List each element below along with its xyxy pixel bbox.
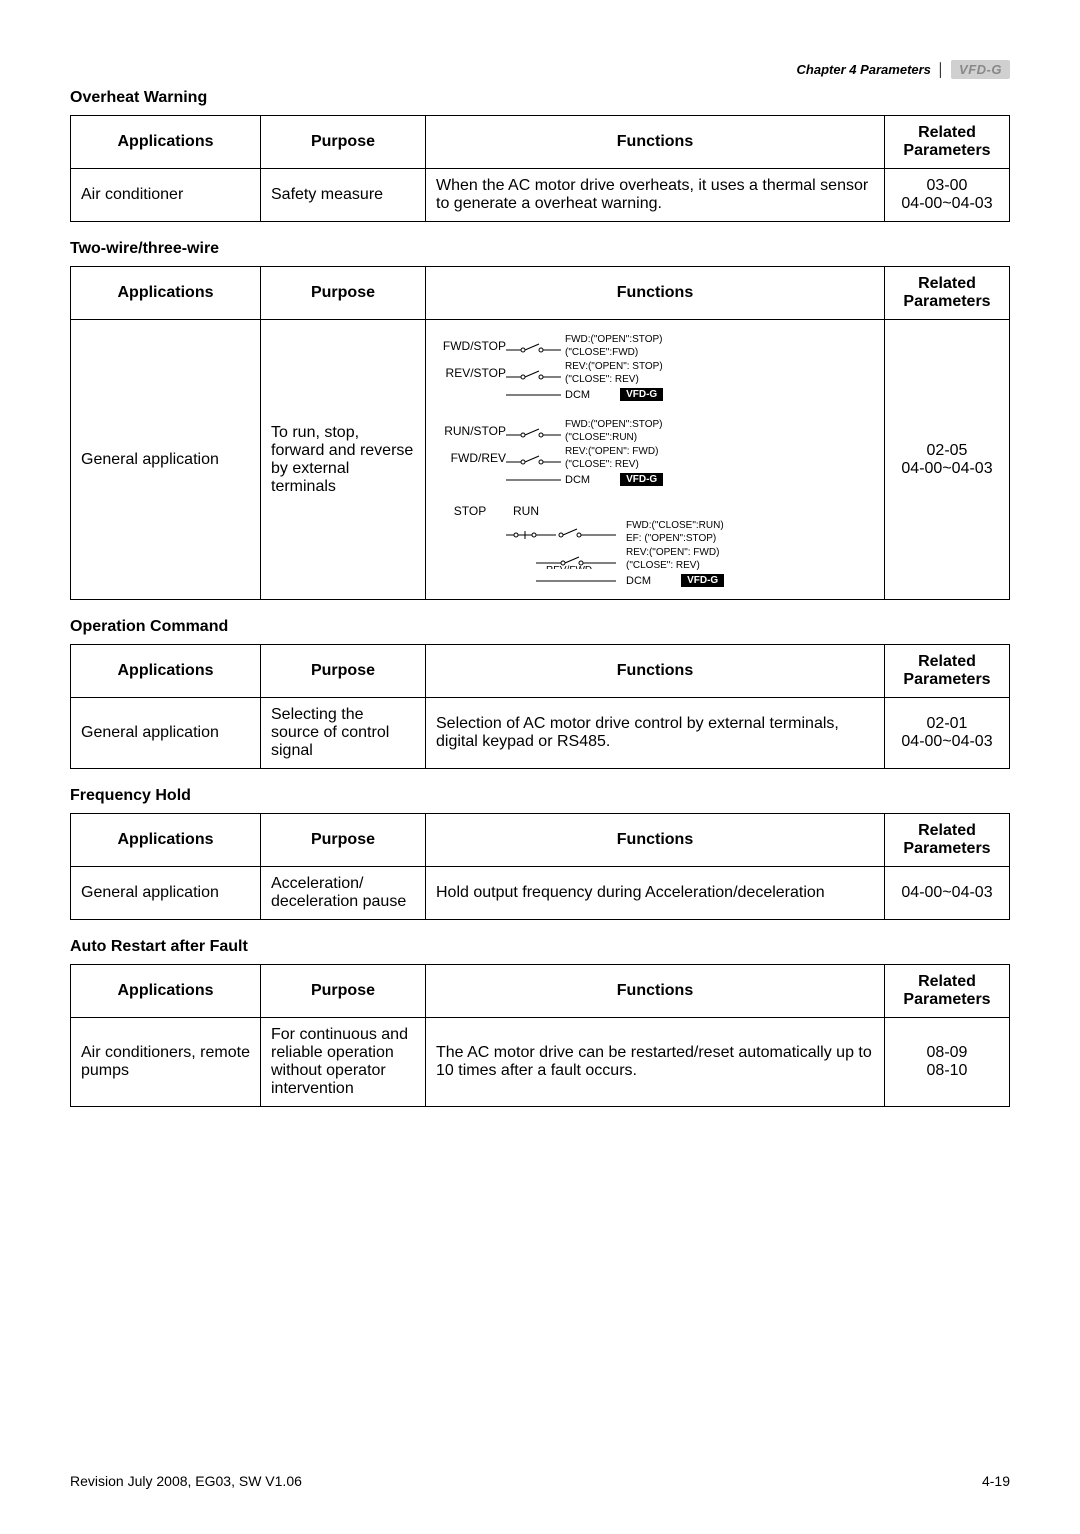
d1-r2-state: REV:("OPEN": STOP) ("CLOSE": REV) <box>561 361 721 386</box>
td-related: 04-00~04-03 <box>885 867 1010 920</box>
td-related: 02-01 04-00~04-03 <box>885 698 1010 769</box>
th-functions: Functions <box>426 116 885 169</box>
switch-open-icon <box>506 367 561 381</box>
d3-r2-state: REV:("OPEN": FWD) ("CLOSE": REV) <box>616 547 776 572</box>
table-header-row: Applications Purpose Functions Related P… <box>71 814 1010 867</box>
vfd-badge: VFD-G <box>620 473 663 486</box>
switch-open-icon <box>506 340 561 354</box>
td-applications: General application <box>71 698 261 769</box>
opcmd-table: Applications Purpose Functions Related P… <box>70 644 1010 769</box>
d2-r2-label: FWD/REV <box>436 451 506 465</box>
th-functions: Functions <box>426 267 885 320</box>
th-related: Related Parameters <box>885 116 1010 169</box>
td-purpose: Acceleration/ deceleration pause <box>261 867 426 920</box>
autorestart-table: Applications Purpose Functions Related P… <box>70 964 1010 1107</box>
table-header-row: Applications Purpose Functions Related P… <box>71 116 1010 169</box>
dcm-label: DCM <box>626 575 651 587</box>
td-applications: Air conditioner <box>71 169 261 222</box>
d2-r2-state: REV:("OPEN": FWD) ("CLOSE": REV) <box>561 446 721 471</box>
d2-r1-state: FWD:("OPEN":STOP) ("CLOSE":RUN) <box>561 419 721 444</box>
d1-r2-label: REV/STOP <box>436 366 506 380</box>
th-functions: Functions <box>426 814 885 867</box>
table-row: General application Selecting the source… <box>71 698 1010 769</box>
td-related: 03-00 04-00~04-03 <box>885 169 1010 222</box>
switch-open-icon <box>506 452 561 466</box>
th-applications: Applications <box>71 814 261 867</box>
wiring-diagram-2: RUN/STOP FWD:("OPEN":STOP) ("CLOSE":RUN)… <box>436 419 874 486</box>
freqhold-table: Applications Purpose Functions Related P… <box>70 813 1010 920</box>
logo-badge: VFD-G <box>951 60 1010 79</box>
th-functions: Functions <box>426 965 885 1018</box>
twowire-table: Applications Purpose Functions Related P… <box>70 266 1010 600</box>
td-related: 08-09 08-10 <box>885 1018 1010 1107</box>
switch-open-icon <box>506 425 561 439</box>
overheat-table: Applications Purpose Functions Related P… <box>70 115 1010 222</box>
table-header-row: Applications Purpose Functions Related P… <box>71 965 1010 1018</box>
td-purpose: For continuous and reliable operation wi… <box>261 1018 426 1107</box>
th-purpose: Purpose <box>261 965 426 1018</box>
th-related: Related Parameters <box>885 814 1010 867</box>
th-applications: Applications <box>71 645 261 698</box>
section-title: Overheat Warning <box>70 89 1010 107</box>
td-purpose: Safety measure <box>261 169 426 222</box>
td-functions: Selection of AC motor drive control by e… <box>426 698 885 769</box>
d3-stop-label: STOP <box>446 504 494 518</box>
d3-run-label: RUN <box>502 504 550 518</box>
th-functions: Functions <box>426 645 885 698</box>
td-applications: General application <box>71 320 261 600</box>
th-applications: Applications <box>71 965 261 1018</box>
d1-r1-state: FWD:("OPEN":STOP) ("CLOSE":FWD) <box>561 334 721 359</box>
svg-text:REV/FWD: REV/FWD <box>546 565 592 569</box>
wiring-diagram-3: STOP RUN <box>436 504 874 587</box>
td-related: 02-05 04-00~04-03 <box>885 320 1010 600</box>
d1-r1-label: FWD/STOP <box>436 339 506 353</box>
th-purpose: Purpose <box>261 814 426 867</box>
th-purpose: Purpose <box>261 645 426 698</box>
td-functions: When the AC motor drive overheats, it us… <box>426 169 885 222</box>
th-related: Related Parameters <box>885 965 1010 1018</box>
section-title: Operation Command <box>70 618 1010 636</box>
table-row: Air conditioners, remote pumps For conti… <box>71 1018 1010 1107</box>
vfd-badge: VFD-G <box>681 574 724 587</box>
td-applications: Air conditioners, remote pumps <box>71 1018 261 1107</box>
wiring-diagram-1: FWD/STOP FWD:("OPEN":STOP) ("CLOSE":FWD)… <box>436 334 874 401</box>
table-header-row: Applications Purpose Functions Related P… <box>71 267 1010 320</box>
stop-run-switches-icon <box>506 525 616 541</box>
td-purpose: To run, stop, forward and reverse by ext… <box>261 320 426 600</box>
section-title: Two-wire/three-wire <box>70 240 1010 258</box>
td-functions-diagram: FWD/STOP FWD:("OPEN":STOP) ("CLOSE":FWD)… <box>426 320 885 600</box>
table-row: Air conditioner Safety measure When the … <box>71 169 1010 222</box>
table-row: General application To run, stop, forwar… <box>71 320 1010 600</box>
chapter-text: Chapter 4 Parameters <box>797 62 931 77</box>
th-applications: Applications <box>71 267 261 320</box>
table-row: General application Acceleration/ decele… <box>71 867 1010 920</box>
section-title: Auto Restart after Fault <box>70 938 1010 956</box>
td-functions: Hold output frequency during Acceleratio… <box>426 867 885 920</box>
dcm-label: DCM <box>565 474 590 486</box>
th-purpose: Purpose <box>261 116 426 169</box>
switch-open-icon: REV/FWD <box>506 551 616 569</box>
dcm-label: DCM <box>565 389 590 401</box>
th-purpose: Purpose <box>261 267 426 320</box>
th-related: Related Parameters <box>885 645 1010 698</box>
header-divider: │ <box>937 62 945 77</box>
td-purpose: Selecting the source of control signal <box>261 698 426 769</box>
footer-revision: Revision July 2008, EG03, SW V1.06 <box>70 1473 302 1489</box>
d3-r1-state: FWD:("CLOSE":RUN) EF: ("OPEN":STOP) <box>616 520 776 545</box>
td-applications: General application <box>71 867 261 920</box>
th-related: Related Parameters <box>885 267 1010 320</box>
td-functions: The AC motor drive can be restarted/rese… <box>426 1018 885 1107</box>
th-applications: Applications <box>71 116 261 169</box>
vfd-badge: VFD-G <box>620 388 663 401</box>
d2-r1-label: RUN/STOP <box>436 424 506 438</box>
page-footer: Revision July 2008, EG03, SW V1.06 4-19 <box>70 1473 1010 1489</box>
footer-page-number: 4-19 <box>982 1473 1010 1489</box>
page-header: Chapter 4 Parameters │ VFD-G <box>70 60 1010 79</box>
section-title: Frequency Hold <box>70 787 1010 805</box>
table-header-row: Applications Purpose Functions Related P… <box>71 645 1010 698</box>
